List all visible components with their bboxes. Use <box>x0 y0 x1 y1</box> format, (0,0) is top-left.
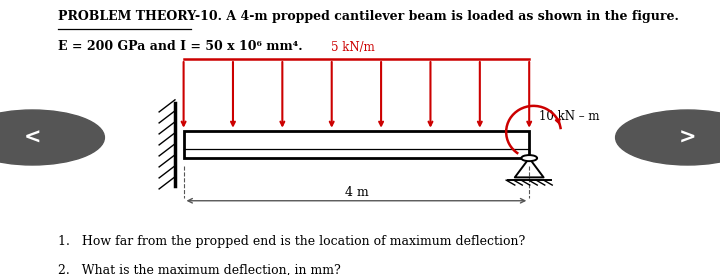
Text: 2.   What is the maximum deflection, in mm?: 2. What is the maximum deflection, in mm… <box>58 264 341 275</box>
Circle shape <box>521 155 537 161</box>
Bar <box>184 131 529 158</box>
Text: 5 kN/m: 5 kN/m <box>331 41 374 54</box>
Text: 4 m: 4 m <box>345 186 368 199</box>
Text: <: < <box>24 128 41 147</box>
Circle shape <box>616 110 720 165</box>
Text: PROBLEM THEORY-10. A 4-m propped cantilever beam is loaded as shown in the figur: PROBLEM THEORY-10. A 4-m propped cantile… <box>58 10 678 23</box>
Text: 1.   How far from the propped end is the location of maximum deflection?: 1. How far from the propped end is the l… <box>58 235 525 248</box>
Text: 10 kN – m: 10 kN – m <box>539 110 599 123</box>
Text: E = 200 GPa and I = 50 x 10⁶ mm⁴.: E = 200 GPa and I = 50 x 10⁶ mm⁴. <box>58 40 302 53</box>
Text: >: > <box>679 128 696 147</box>
Circle shape <box>0 110 104 165</box>
